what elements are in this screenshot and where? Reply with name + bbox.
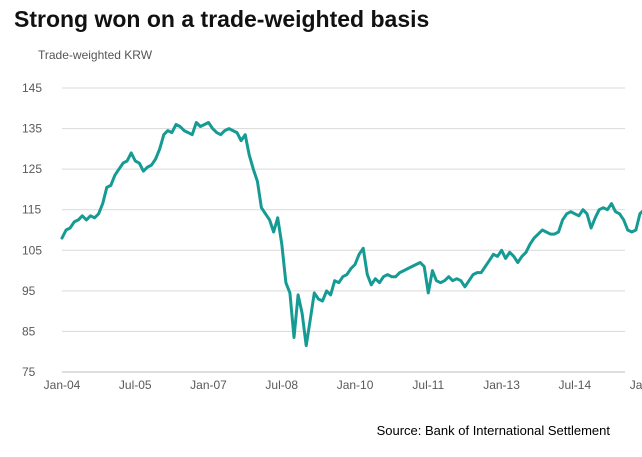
series-line	[60, 121, 642, 348]
y-tick-label: 145	[22, 81, 42, 95]
y-tick-label: 95	[22, 284, 36, 298]
x-tick-labels: Jan-04 Jul-05 Jan-07 Jul-08 Jan-10 Jul-11 Jan-…	[44, 378, 642, 392]
series-layer	[60, 121, 642, 348]
x-tick-label: Jan-16	[630, 378, 642, 392]
x-tick-label: Jul-08	[265, 378, 298, 392]
x-tick-label: Jul-11	[412, 378, 444, 392]
y-tick-label: 105	[22, 243, 42, 257]
x-tick-label: Jul-14	[558, 378, 591, 392]
y-axis-label: Trade-weighted KRW	[38, 48, 153, 62]
y-tick-label: 115	[22, 203, 41, 217]
x-tick-label: Jul-05	[119, 378, 152, 392]
gridlines	[62, 87, 625, 373]
source-note: Source: Bank of International Settlement	[376, 423, 610, 438]
x-tick-label: Jan-07	[190, 378, 227, 392]
y-tick-label: 125	[22, 162, 42, 176]
chart-title: Strong won on a trade-weighted basis	[14, 6, 430, 32]
x-tick-label: Jan-10	[337, 378, 374, 392]
y-tick-label: 75	[22, 365, 36, 379]
x-tick-label: Jan-13	[483, 378, 520, 392]
y-tick-label: 85	[22, 324, 36, 338]
x-tick-label: Jan-04	[44, 378, 81, 392]
y-tick-labels: 75 85 95 105 115 125 135 145	[22, 81, 42, 379]
y-tick-label: 135	[22, 122, 42, 136]
